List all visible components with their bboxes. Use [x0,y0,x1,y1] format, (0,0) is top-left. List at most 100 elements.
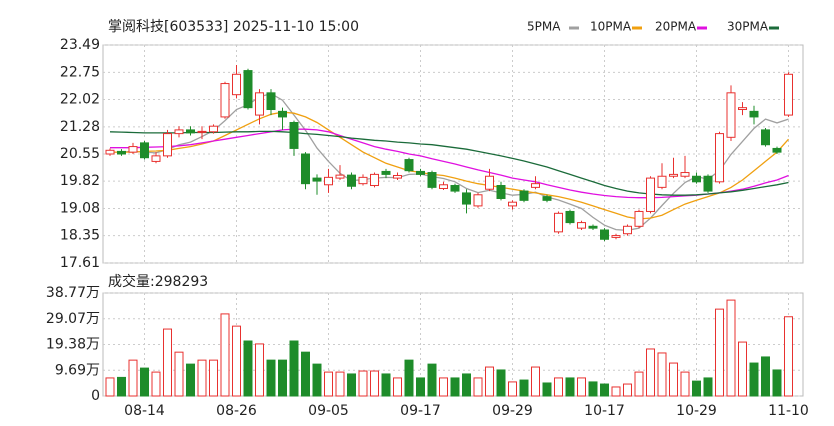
volume-bar [462,373,471,397]
candle-body [554,212,563,233]
volume-bar [301,351,310,397]
volume-bar [715,308,724,397]
volume-bar [565,377,575,397]
ma-line [110,128,789,199]
candle-body [370,173,379,187]
x-tick-label: 10-17 [584,403,625,419]
volume-bar [646,348,655,397]
volume-bar [416,377,425,397]
volume-bar [485,366,494,397]
candle-body [623,225,632,235]
volume-bar [289,340,299,397]
candle-body [588,225,598,229]
volume-bar [634,371,644,397]
volume-bar [117,376,126,397]
volume-bar [692,380,701,397]
candle-body [163,133,172,157]
volume-bar [772,369,782,397]
volume-bar [174,351,184,397]
candle-body [140,142,149,159]
legend-label: 30PMA [727,20,769,34]
volume-tick-label: 38.77万 [46,285,100,301]
candle-body [485,175,494,190]
ma-line [110,111,789,220]
candle-body [128,146,138,153]
candle-body [312,177,322,182]
volume-bar [577,377,586,397]
candle-body [646,177,655,212]
candle-body [565,210,575,224]
volume-bar [163,328,172,397]
candle-body [324,176,333,186]
candle-body [358,176,368,185]
volume-bar [312,363,322,397]
candle-body [117,150,126,155]
volume-bar [324,371,333,397]
volume-bar [370,370,379,397]
volume-bar [623,383,632,397]
legend-label: 20PMA [655,20,697,34]
volume-bar [439,377,448,397]
candle-body [301,153,310,185]
candle-body [531,183,540,188]
candle-body [174,129,184,135]
volume-bar [266,359,276,397]
volume-bar [738,341,747,397]
volume-bar [140,367,149,397]
volume-label: 成交量:298293 [108,273,208,290]
candle-body [404,159,414,172]
x-tick-label: 08-14 [124,403,165,419]
volume-bar [588,381,598,397]
volume-bar [220,313,230,397]
candle-body [151,155,161,162]
x-tick-label: 09-29 [492,403,533,419]
candle-body [508,201,517,207]
volume-bar [703,377,713,397]
volume-bar [381,373,391,397]
candle-body [577,222,586,229]
candle-body [657,175,667,188]
legend-label: 5PMA [527,20,561,34]
y-tick-label: 17.61 [60,255,100,271]
x-tick-label: 09-17 [400,403,441,419]
y-tick-label: 18.35 [60,228,100,244]
volume-bar [232,325,241,397]
y-tick-label: 22.02 [60,92,100,108]
volume-bar [542,382,552,397]
volume-bar [749,362,759,397]
volume-bar [255,343,264,397]
candle-body [703,175,713,192]
candle-body [634,210,644,227]
volume-bar [496,369,506,397]
volume-bar [358,370,368,397]
volume-bar [278,359,287,397]
candle-body [186,129,195,134]
candle-body [278,110,287,118]
x-tick-label: 11-10 [768,403,809,419]
volume-bar [657,352,667,397]
volume-bar [669,362,678,397]
candle-body [692,175,701,183]
y-tick-label: 23.49 [60,37,100,53]
volume-bar [784,316,793,397]
volume-tick-label: 29.07万 [46,311,100,327]
candle-body [784,73,793,116]
candle-body [232,73,241,96]
volume-bar [209,359,218,397]
candle-body [726,92,736,138]
y-tick-label: 20.55 [60,146,100,162]
candle-body [266,92,276,111]
y-tick-label: 19.08 [60,201,100,217]
volume-bar [404,359,414,397]
x-tick-label: 09-05 [308,403,349,419]
volume-tick-label: 9.69万 [55,362,100,378]
candle-body [772,147,782,153]
volume-bar [347,373,356,397]
volume-bar [427,363,437,397]
volume-bar [761,356,770,397]
candle-body [450,185,460,192]
candle-body [542,196,552,201]
volume-bar [726,299,736,397]
volume-bar [105,377,115,397]
